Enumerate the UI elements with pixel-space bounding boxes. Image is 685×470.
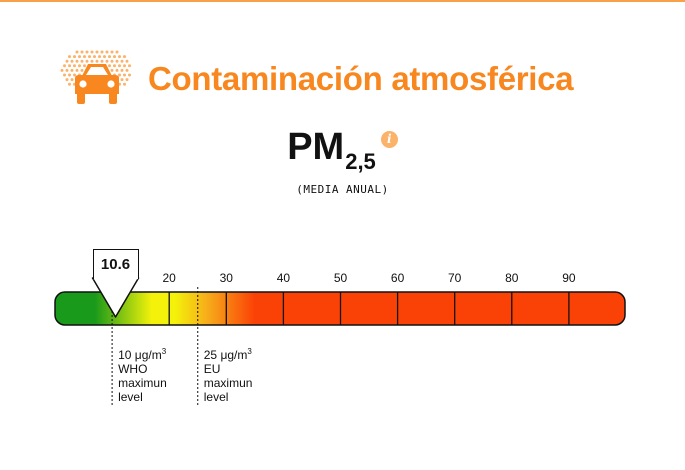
header: Contaminación atmosférica (56, 48, 656, 118)
current-value: 10.6 (92, 249, 139, 279)
tick-label: 50 (333, 271, 348, 285)
tick-label: 90 (562, 271, 576, 285)
tick-label: 30 (219, 271, 233, 285)
reference-label: 10 μg/m3 WHO maximun level (118, 347, 167, 404)
tick-label: 60 (390, 271, 405, 285)
pollutant-name: PM (287, 126, 345, 168)
pollutant-subscript: 2,5 (345, 149, 376, 174)
top-rule (0, 0, 685, 2)
tick-label: 70 (448, 271, 462, 285)
reference-label: 25 μg/m3 EU maximun level (203, 347, 253, 404)
tick-label: 40 (276, 271, 291, 285)
car-pollution-icon (60, 50, 131, 104)
pollutant-subtitle: (MEDIA ANUAL) (296, 183, 389, 196)
tick-label: 80 (505, 271, 519, 285)
info-icon[interactable]: i (380, 131, 398, 148)
tick-label: 20 (162, 271, 176, 285)
pollutant-heading: PM2,5i (0, 126, 685, 174)
page-title: Contaminación atmosférica (148, 60, 574, 97)
